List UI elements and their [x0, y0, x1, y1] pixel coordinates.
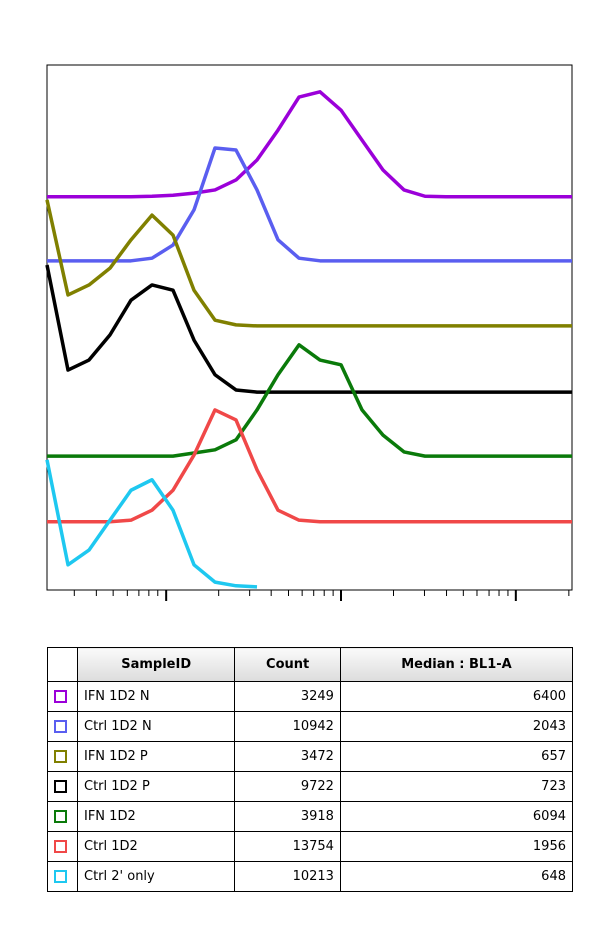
legend-swatch: [54, 750, 67, 763]
count: 13754: [234, 831, 341, 862]
header-cell: SampleID: [76, 647, 236, 682]
histogram-line: [47, 408, 572, 524]
sample-id: IFN 1D2: [76, 801, 236, 832]
count: 10213: [234, 861, 341, 892]
header-cell: [47, 647, 78, 682]
table-row: Ctrl 1D2 N 10942 2043: [47, 711, 574, 742]
legend-swatch: [54, 810, 67, 823]
legend-swatch: [54, 870, 67, 883]
swatch-cell: [47, 861, 78, 892]
histogram-line: [47, 146, 572, 263]
sample-id: Ctrl 2' only: [76, 861, 236, 892]
chart: [45, 64, 573, 601]
histogram-line: [45, 199, 572, 328]
sample-id: IFN 1D2 N: [76, 681, 236, 712]
header-cell: Median : BL1-A: [339, 647, 574, 682]
median: 6400: [339, 681, 574, 712]
table-row: IFN 1D2 N 3249 6400: [47, 681, 574, 712]
legend-swatch: [54, 780, 67, 793]
median: 1956: [339, 831, 574, 862]
count: 3472: [234, 741, 341, 772]
median: 648: [339, 861, 574, 892]
count: 3249: [234, 681, 341, 712]
swatch-cell: [47, 801, 78, 832]
sample-id: Ctrl 1D2 P: [76, 771, 236, 802]
swatch-cell: [47, 771, 78, 802]
histogram-line: [45, 459, 258, 589]
table-row: IFN 1D2 3918 6094: [47, 801, 574, 832]
header-cell: Count: [234, 647, 341, 682]
median: 2043: [339, 711, 574, 742]
count: 9722: [234, 771, 341, 802]
sample-id: Ctrl 1D2 N: [76, 711, 236, 742]
legend-swatch: [54, 690, 67, 703]
table-row: Ctrl 1D2 P 9722 723: [47, 771, 574, 802]
table-row: IFN 1D2 P 3472 657: [47, 741, 574, 772]
swatch-cell: [47, 831, 78, 862]
table-row: Ctrl 2' only 10213 648: [47, 861, 574, 892]
swatch-cell: [47, 681, 78, 712]
histogram-line: [45, 264, 572, 394]
legend-swatch: [54, 840, 67, 853]
median: 723: [339, 771, 574, 802]
histogram-line: [47, 343, 572, 458]
sample-id: Ctrl 1D2: [76, 831, 236, 862]
swatch-cell: [47, 711, 78, 742]
header-row: SampleID Count Median : BL1-A: [47, 647, 574, 682]
swatch-cell: [47, 741, 78, 772]
count: 3918: [234, 801, 341, 832]
histogram-line: [47, 90, 572, 199]
legend-swatch: [54, 720, 67, 733]
count: 10942: [234, 711, 341, 742]
table-row: Ctrl 1D2 13754 1956: [47, 831, 574, 862]
sample-id: IFN 1D2 P: [76, 741, 236, 772]
median: 6094: [339, 801, 574, 832]
median: 657: [339, 741, 574, 772]
